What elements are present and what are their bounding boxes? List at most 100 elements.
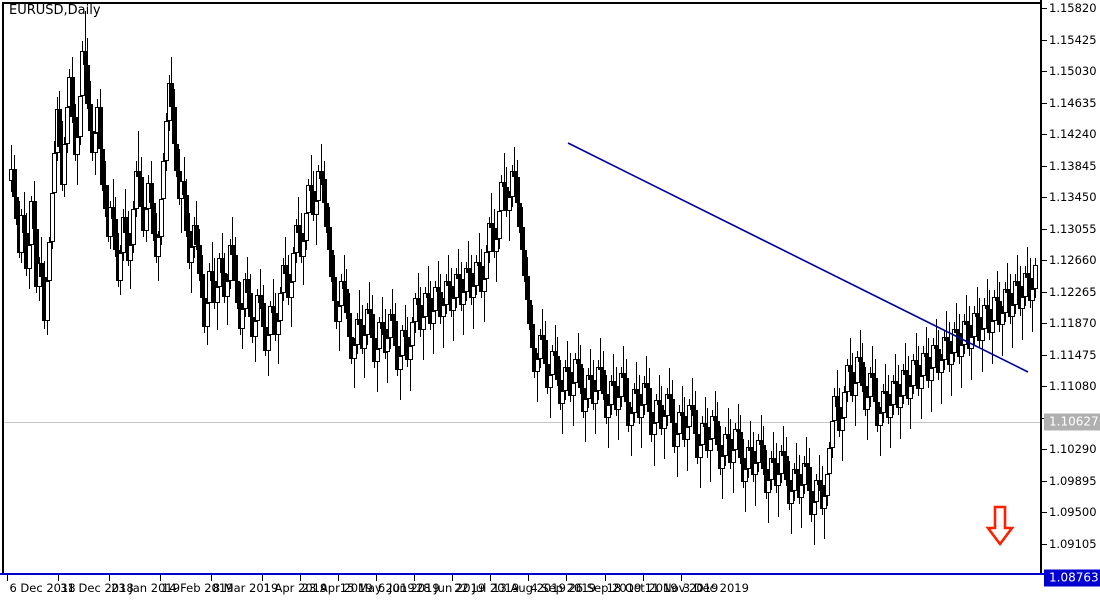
candle-wick [910,379,911,430]
candle-wick [428,266,429,305]
candle-wick [479,232,480,273]
candle-body [441,304,446,318]
time-tick-label: 15 May 2019 [339,581,415,595]
candle-wick [217,280,218,331]
candle-wick [410,340,411,391]
candle-body [34,228,39,288]
candle-body [814,480,819,503]
candle-body [644,382,649,388]
candle-body [799,484,804,498]
candle-wick [11,145,12,193]
candle-wick [85,11,86,74]
time-tick [680,575,682,581]
candle-body [245,279,250,293]
price-tick [1042,71,1047,72]
price-tick-label: 1.09895 [1049,473,1097,488]
time-tick-label: 23 Jan 2019 [111,581,181,595]
candle-body [390,314,395,321]
candle-body [289,282,294,299]
candle-body [205,303,210,327]
candle-wick [631,406,632,457]
time-tick [337,575,339,581]
candle-body [883,390,888,394]
candle-wick [382,296,383,335]
candle-body [410,322,415,347]
time-tick-label: 23 Apr 2019 [301,581,373,595]
candle-body [784,456,789,481]
candle-wick [791,484,792,535]
candle-wick [311,154,312,197]
candle-wick [468,240,469,280]
candle-wick [931,362,932,412]
candle-body [555,355,560,380]
candle-wick [303,234,304,285]
candle-body [825,473,830,497]
candle-wick [405,304,406,343]
candle-body [667,393,672,399]
candle-body [723,433,728,457]
candle-wick [669,368,670,406]
candle-body [65,106,70,144]
candle-body [446,280,451,286]
candle-body [268,306,273,335]
candle-body [606,405,611,418]
candle-body [174,143,179,171]
candle-body [733,429,738,450]
candle-body [908,386,913,399]
candle-wick [682,386,683,423]
candle-body [362,334,367,349]
candle-body [743,468,748,482]
candle-wick [125,189,126,240]
candle-body [85,65,90,104]
bid-price-line [4,422,1040,424]
candle-body [413,298,418,323]
candle-wick [555,324,556,363]
candle-wick [768,473,769,524]
candle-wick [369,282,370,321]
candle-body [842,392,847,418]
candle-body [583,398,588,412]
time-axis[interactable]: 6 Dec 2018 31 Dec 2018 23 Jan 2019 14 Feb 2… [0,573,1100,600]
candle-body [258,295,263,304]
candle-body [278,292,283,321]
candle-body [634,389,639,394]
candle-body [662,416,667,430]
plot-area[interactable] [4,4,1040,573]
price-tick [1042,543,1047,545]
candle-body [870,373,875,379]
candle-wick [514,146,515,184]
candle-body [494,239,499,253]
candle-body [357,319,362,325]
time-tick [490,575,492,581]
time-tick-label: 6 Dec 2018 [9,581,76,595]
candle-body [296,224,301,233]
candle-body [484,252,489,280]
candle-wick [801,478,802,528]
candle-wick [1032,282,1033,332]
time-tick [299,575,301,581]
time-tick-label: 28 Jun 2019 [415,581,486,595]
candle-body [329,250,334,277]
price-tick-label: 1.13055 [1049,221,1097,236]
candle-body [535,358,540,372]
candle-body [75,137,80,155]
candle-body [588,374,593,380]
candle-wick [260,268,261,309]
candle-body [377,322,382,349]
candle-wick [255,314,256,363]
candle-body [225,280,230,297]
candle-wick [359,290,360,331]
candle-wick [738,403,739,439]
candle-wick [130,239,131,289]
candle-wick [285,236,286,281]
candle-wick [473,279,474,329]
candle-body [324,202,329,227]
candle-wick [181,175,182,233]
candle-body [817,480,822,485]
candle-body [78,95,83,138]
candle-wick [423,311,424,361]
candle-wick [227,274,228,325]
time-tick-label: 3 Dec 2019 [682,581,749,595]
candle-body [14,197,19,219]
price-axis[interactable]: 1.15820 1.15425 1.15030 1.14635 1.14240 1.138… [1040,0,1100,587]
